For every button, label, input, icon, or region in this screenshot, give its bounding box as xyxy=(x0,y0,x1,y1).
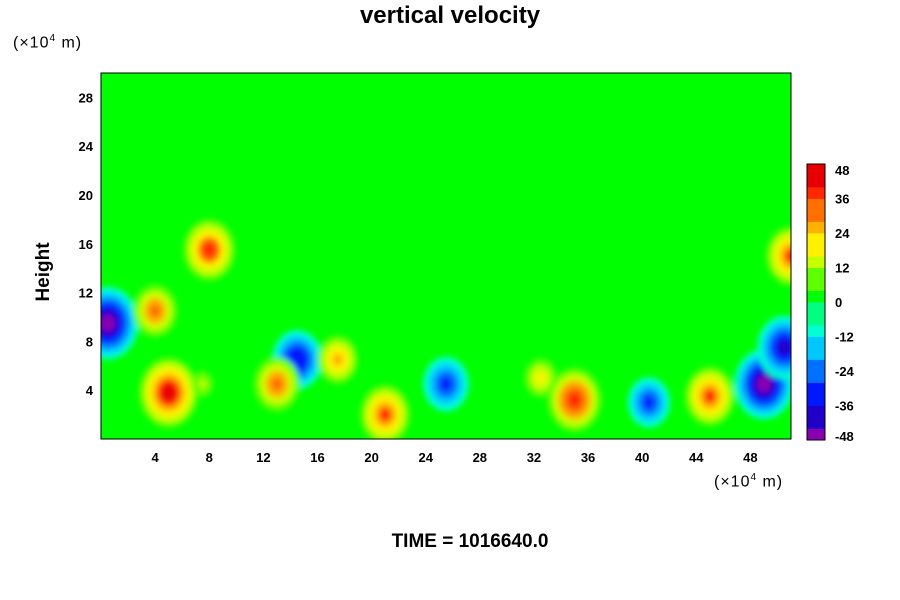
x-tick-label: 4 xyxy=(152,450,160,465)
colorbar-swatch xyxy=(807,233,825,245)
colorbar-swatch xyxy=(807,382,825,395)
colorbar-swatch xyxy=(807,359,825,372)
velocity-cell-16 xyxy=(271,377,283,391)
y-tick-label: 12 xyxy=(79,286,93,301)
y-axis-unit: (×104 m) xyxy=(13,33,83,52)
velocity-cell-2 xyxy=(291,352,304,367)
x-tick-label: 12 xyxy=(256,450,270,465)
x-tick-label: 44 xyxy=(689,450,704,465)
colorbar-swatch xyxy=(807,267,825,280)
colorbar-swatch xyxy=(807,336,825,349)
colorbar-swatch xyxy=(807,348,825,360)
colorbar-tick-label: 24 xyxy=(835,226,850,241)
colorbar-swatch xyxy=(807,198,825,211)
plot-frame xyxy=(100,72,792,440)
colorbar-tick-label: -36 xyxy=(835,399,854,414)
velocity-cell-6 xyxy=(536,372,546,384)
colorbar-swatch xyxy=(807,221,825,234)
x-tick-label: 16 xyxy=(310,450,324,465)
velocity-cell-9 xyxy=(703,389,716,404)
x-tick-label: 8 xyxy=(206,450,213,465)
x-tick-label: 32 xyxy=(527,450,541,465)
velocity-cell-7 xyxy=(568,392,581,408)
colorbar-swatch xyxy=(807,405,825,418)
x-tick-label: 48 xyxy=(743,450,757,465)
velocity-cell-12 xyxy=(101,314,115,332)
x-axis-ticks: 4 8 12 16 20 24 28 32 36 40 44 48 xyxy=(152,450,758,465)
x-tick-label: 24 xyxy=(418,450,433,465)
y-tick-label: 24 xyxy=(79,139,94,154)
colorbar-tick-label: 48 xyxy=(835,163,849,178)
velocity-cell-4 xyxy=(379,407,392,422)
colorbar-swatch xyxy=(807,164,825,176)
velocity-cell-10 xyxy=(757,375,771,393)
colorbar-tick-label: -12 xyxy=(835,330,854,345)
y-tick-label: 20 xyxy=(79,188,93,203)
colorbar-swatch xyxy=(807,371,825,383)
velocity-cell-3 xyxy=(332,353,343,366)
x-tick-label: 20 xyxy=(364,450,378,465)
y-tick-label: 16 xyxy=(79,237,93,252)
y-tick-label: 4 xyxy=(86,383,94,398)
colorbar-ticks: 48 36 24 12 0 -12 -24 -36 -48 xyxy=(835,163,855,444)
colorbar-swatch xyxy=(807,394,825,406)
colorbar-tick-label: 12 xyxy=(835,261,849,276)
colorbar-tick-label: 0 xyxy=(835,295,842,310)
colorbar-frame xyxy=(806,163,826,441)
velocity-cell-8 xyxy=(643,396,655,409)
velocity-cell-13 xyxy=(203,242,216,258)
velocity-cell-11 xyxy=(777,339,791,356)
velocity-cell-5 xyxy=(440,377,452,391)
colorbar-swatch xyxy=(807,175,825,188)
colorbar-swatch xyxy=(807,417,825,429)
x-tick-label: 28 xyxy=(473,450,487,465)
colorbar xyxy=(806,163,826,441)
colorbar-swatch xyxy=(807,325,825,337)
time-label: TIME = 1016640.0 xyxy=(391,531,549,552)
colorbar-swatch xyxy=(807,187,825,199)
colorbar-swatch xyxy=(807,256,825,268)
velocity-cell-15 xyxy=(785,248,791,264)
velocity-cell-14 xyxy=(149,304,161,318)
colorbar-swatch xyxy=(807,210,825,222)
colorbar-tick-label: 36 xyxy=(835,192,849,207)
y-tick-label: 28 xyxy=(79,90,93,105)
colorbar-swatch xyxy=(807,302,825,314)
colorbar-swatch xyxy=(807,428,825,441)
chart-title: vertical velocity xyxy=(359,2,541,29)
velocity-cell-0 xyxy=(161,384,176,401)
velocity-cell-1 xyxy=(198,379,207,389)
colorbar-swatch xyxy=(807,313,825,326)
colorbar-swatch xyxy=(807,244,825,257)
y-axis-ticks: 4 8 12 16 20 24 28 xyxy=(79,90,94,398)
colorbar-swatch xyxy=(807,290,825,303)
x-tick-label: 40 xyxy=(635,450,649,465)
y-tick-label: 8 xyxy=(86,334,93,349)
x-tick-label: 36 xyxy=(581,450,595,465)
colorbar-tick-label: -24 xyxy=(835,364,855,379)
velocity-field xyxy=(101,219,791,439)
colorbar-tick-label: -48 xyxy=(835,429,854,444)
x-axis-unit: (×104 m) xyxy=(714,472,784,491)
colorbar-swatch xyxy=(807,279,825,291)
